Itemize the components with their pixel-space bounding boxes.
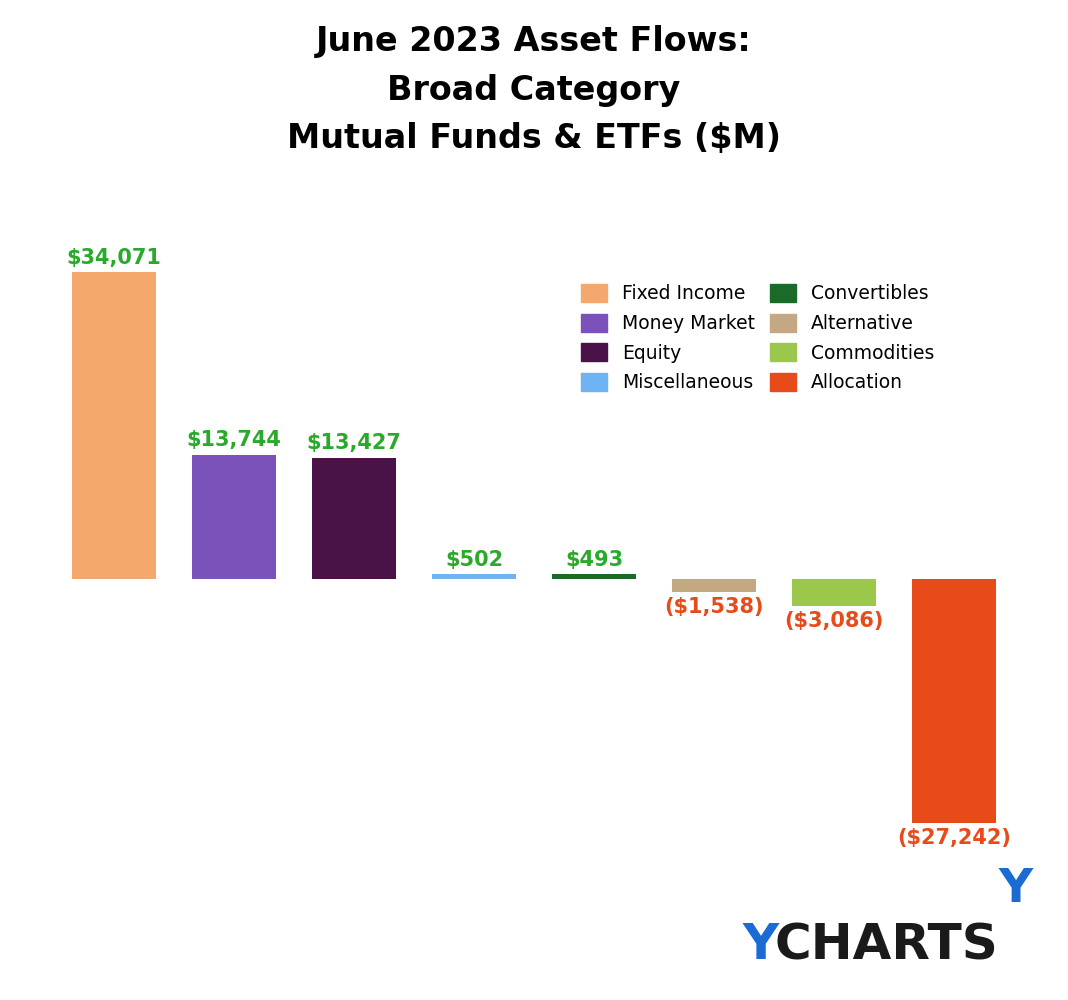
Text: Y: Y — [998, 867, 1032, 912]
Title: June 2023 Asset Flows:
Broad Category
Mutual Funds & ETFs ($M): June 2023 Asset Flows: Broad Category Mu… — [287, 25, 781, 155]
Bar — [431, 574, 516, 579]
Bar — [312, 458, 396, 579]
Bar — [672, 579, 756, 592]
Text: ($27,242): ($27,242) — [897, 828, 1011, 848]
Text: $493: $493 — [565, 550, 623, 570]
Text: Y: Y — [742, 921, 779, 969]
Text: $34,071: $34,071 — [66, 248, 161, 268]
Text: ($1,538): ($1,538) — [664, 597, 764, 617]
Bar — [552, 574, 637, 579]
Text: $502: $502 — [445, 550, 503, 570]
Text: $13,427: $13,427 — [307, 433, 402, 453]
Text: ($3,086): ($3,086) — [784, 611, 883, 631]
Bar — [192, 455, 276, 579]
Bar — [72, 272, 156, 579]
Bar — [792, 579, 876, 606]
Legend: Fixed Income, Money Market, Equity, Miscellaneous, Convertibles, Alternative, Co: Fixed Income, Money Market, Equity, Misc… — [574, 276, 942, 400]
Bar — [912, 579, 996, 823]
Text: $13,744: $13,744 — [187, 430, 281, 450]
Text: CHARTS: CHARTS — [774, 921, 999, 969]
